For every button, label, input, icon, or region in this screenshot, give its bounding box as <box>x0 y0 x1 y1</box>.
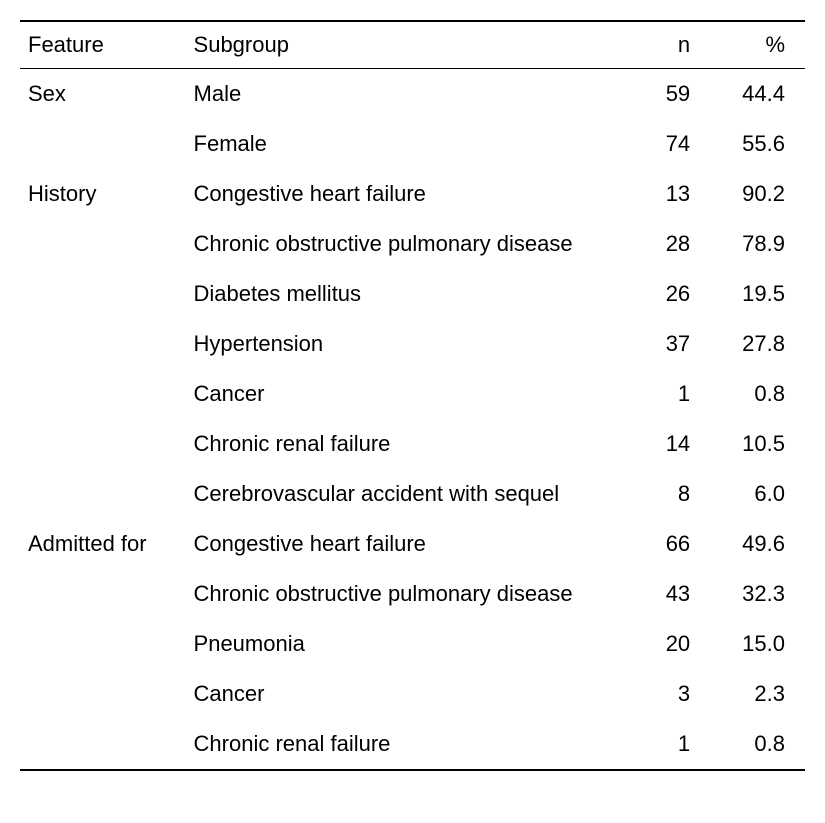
table-row: History Congestive heart failure 13 90.2 <box>20 169 805 219</box>
table-row: Chronic renal failure 14 10.5 <box>20 419 805 469</box>
table-row: Female 74 55.6 <box>20 119 805 169</box>
cell-subgroup: Hypertension <box>186 319 592 369</box>
table-row: Chronic obstructive pulmonary disease 43… <box>20 569 805 619</box>
table-row: Cancer 1 0.8 <box>20 369 805 419</box>
table-row: Pneumonia 20 15.0 <box>20 619 805 669</box>
cell-subgroup: Chronic obstructive pulmonary disease <box>186 219 592 269</box>
cell-n: 13 <box>591 169 698 219</box>
cell-subgroup: Cerebrovascular accident with sequel <box>186 469 592 519</box>
cell-pct: 44.4 <box>698 69 805 120</box>
cell-pct: 19.5 <box>698 269 805 319</box>
cell-feature <box>20 369 186 419</box>
cell-pct: 2.3 <box>698 669 805 719</box>
cell-feature <box>20 619 186 669</box>
cell-subgroup: Female <box>186 119 592 169</box>
cell-pct: 78.9 <box>698 219 805 269</box>
table-row: Cancer 3 2.3 <box>20 669 805 719</box>
cell-feature: History <box>20 169 186 219</box>
cell-n: 28 <box>591 219 698 269</box>
cell-feature <box>20 269 186 319</box>
cell-feature <box>20 119 186 169</box>
cell-n: 1 <box>591 719 698 770</box>
cell-n: 26 <box>591 269 698 319</box>
cell-feature: Sex <box>20 69 186 120</box>
cell-feature <box>20 319 186 369</box>
cell-feature <box>20 719 186 770</box>
cell-subgroup: Diabetes mellitus <box>186 269 592 319</box>
cell-feature <box>20 469 186 519</box>
table-row: Diabetes mellitus 26 19.5 <box>20 269 805 319</box>
cell-n: 14 <box>591 419 698 469</box>
table-row: Chronic renal failure 1 0.8 <box>20 719 805 770</box>
cell-pct: 90.2 <box>698 169 805 219</box>
cell-subgroup: Pneumonia <box>186 619 592 669</box>
cell-subgroup: Cancer <box>186 669 592 719</box>
cell-subgroup: Congestive heart failure <box>186 169 592 219</box>
cell-n: 8 <box>591 469 698 519</box>
cell-n: 43 <box>591 569 698 619</box>
table-row: Chronic obstructive pulmonary disease 28… <box>20 219 805 269</box>
cell-pct: 0.8 <box>698 369 805 419</box>
cell-subgroup: Chronic renal failure <box>186 719 592 770</box>
header-feature: Feature <box>20 21 186 69</box>
cell-pct: 6.0 <box>698 469 805 519</box>
table-row: Sex Male 59 44.4 <box>20 69 805 120</box>
cell-pct: 32.3 <box>698 569 805 619</box>
table-header-row: Feature Subgroup n % <box>20 21 805 69</box>
cell-pct: 15.0 <box>698 619 805 669</box>
cell-n: 74 <box>591 119 698 169</box>
cell-feature <box>20 219 186 269</box>
table-row: Hypertension 37 27.8 <box>20 319 805 369</box>
header-n: n <box>591 21 698 69</box>
cell-n: 1 <box>591 369 698 419</box>
cell-pct: 10.5 <box>698 419 805 469</box>
cell-feature <box>20 419 186 469</box>
header-pct: % <box>698 21 805 69</box>
table-row: Cerebrovascular accident with sequel 8 6… <box>20 469 805 519</box>
cell-subgroup: Cancer <box>186 369 592 419</box>
cell-feature <box>20 669 186 719</box>
cell-pct: 0.8 <box>698 719 805 770</box>
patient-characteristics-table: Feature Subgroup n % Sex Male 59 44.4 Fe… <box>20 20 805 771</box>
cell-pct: 55.6 <box>698 119 805 169</box>
cell-n: 37 <box>591 319 698 369</box>
cell-n: 3 <box>591 669 698 719</box>
cell-pct: 49.6 <box>698 519 805 569</box>
cell-subgroup: Congestive heart failure <box>186 519 592 569</box>
table-body: Sex Male 59 44.4 Female 74 55.6 History … <box>20 69 805 771</box>
cell-subgroup: Chronic obstructive pulmonary disease <box>186 569 592 619</box>
cell-feature <box>20 569 186 619</box>
cell-n: 59 <box>591 69 698 120</box>
cell-feature: Admitted for <box>20 519 186 569</box>
cell-pct: 27.8 <box>698 319 805 369</box>
table-row: Admitted for Congestive heart failure 66… <box>20 519 805 569</box>
cell-n: 20 <box>591 619 698 669</box>
header-subgroup: Subgroup <box>186 21 592 69</box>
cell-subgroup: Male <box>186 69 592 120</box>
cell-n: 66 <box>591 519 698 569</box>
cell-subgroup: Chronic renal failure <box>186 419 592 469</box>
